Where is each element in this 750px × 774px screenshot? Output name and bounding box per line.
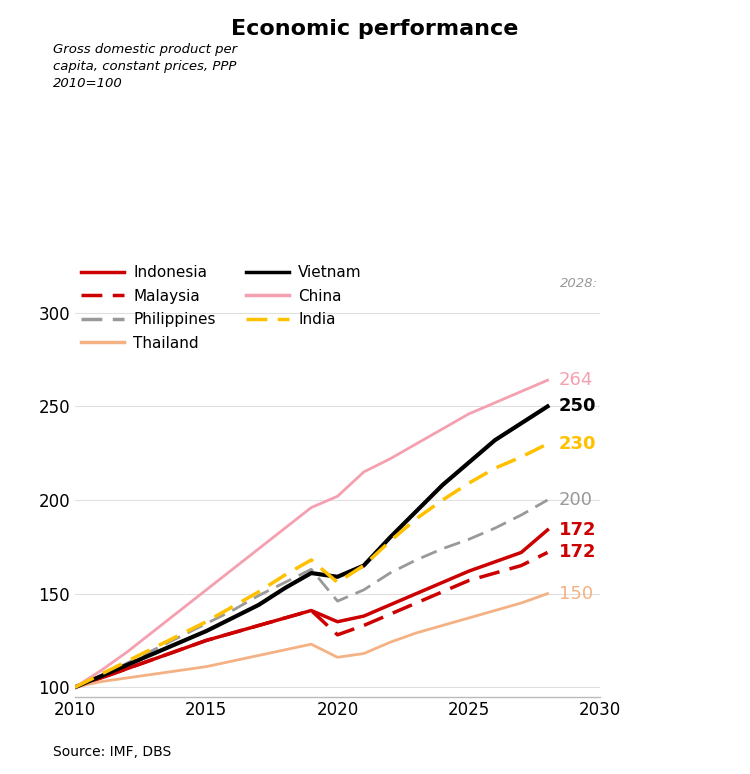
- Text: 264: 264: [559, 372, 593, 389]
- Text: Economic performance: Economic performance: [231, 19, 519, 39]
- Text: 2028:: 2028:: [560, 277, 598, 290]
- Text: 250: 250: [559, 397, 596, 416]
- Text: 200: 200: [559, 491, 592, 509]
- Legend: Indonesia, Malaysia, Philippines, Thailand, Vietnam, China, India: Indonesia, Malaysia, Philippines, Thaila…: [75, 259, 368, 357]
- Text: 150: 150: [559, 584, 592, 603]
- Text: Source: IMF, DBS: Source: IMF, DBS: [53, 745, 171, 759]
- Text: Gross domestic product per
capita, constant prices, PPP
2010=100: Gross domestic product per capita, const…: [53, 43, 237, 90]
- Text: 172: 172: [559, 521, 596, 539]
- Text: 172: 172: [559, 543, 596, 561]
- Text: 230: 230: [559, 435, 596, 453]
